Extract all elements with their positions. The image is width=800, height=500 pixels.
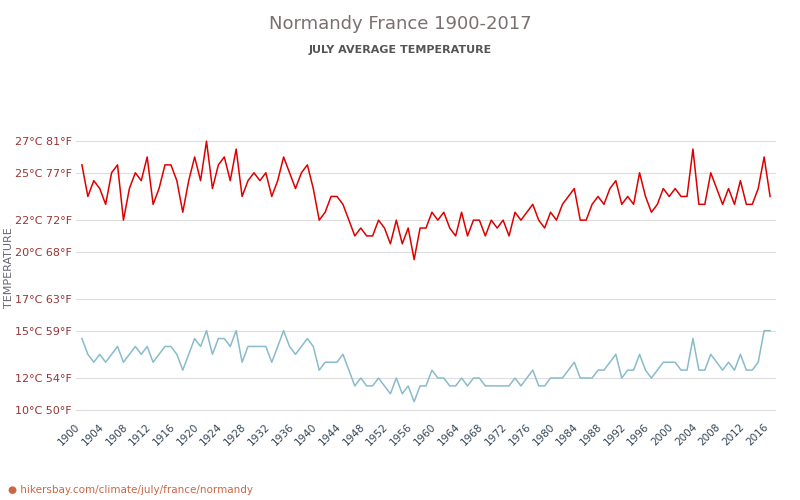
Y-axis label: TEMPERATURE: TEMPERATURE [4,227,14,308]
Text: JULY AVERAGE TEMPERATURE: JULY AVERAGE TEMPERATURE [308,45,492,55]
Text: ● hikersbay.com/climate/july/france/normandy: ● hikersbay.com/climate/july/france/norm… [8,485,253,495]
Text: Normandy France 1900-2017: Normandy France 1900-2017 [269,15,531,33]
